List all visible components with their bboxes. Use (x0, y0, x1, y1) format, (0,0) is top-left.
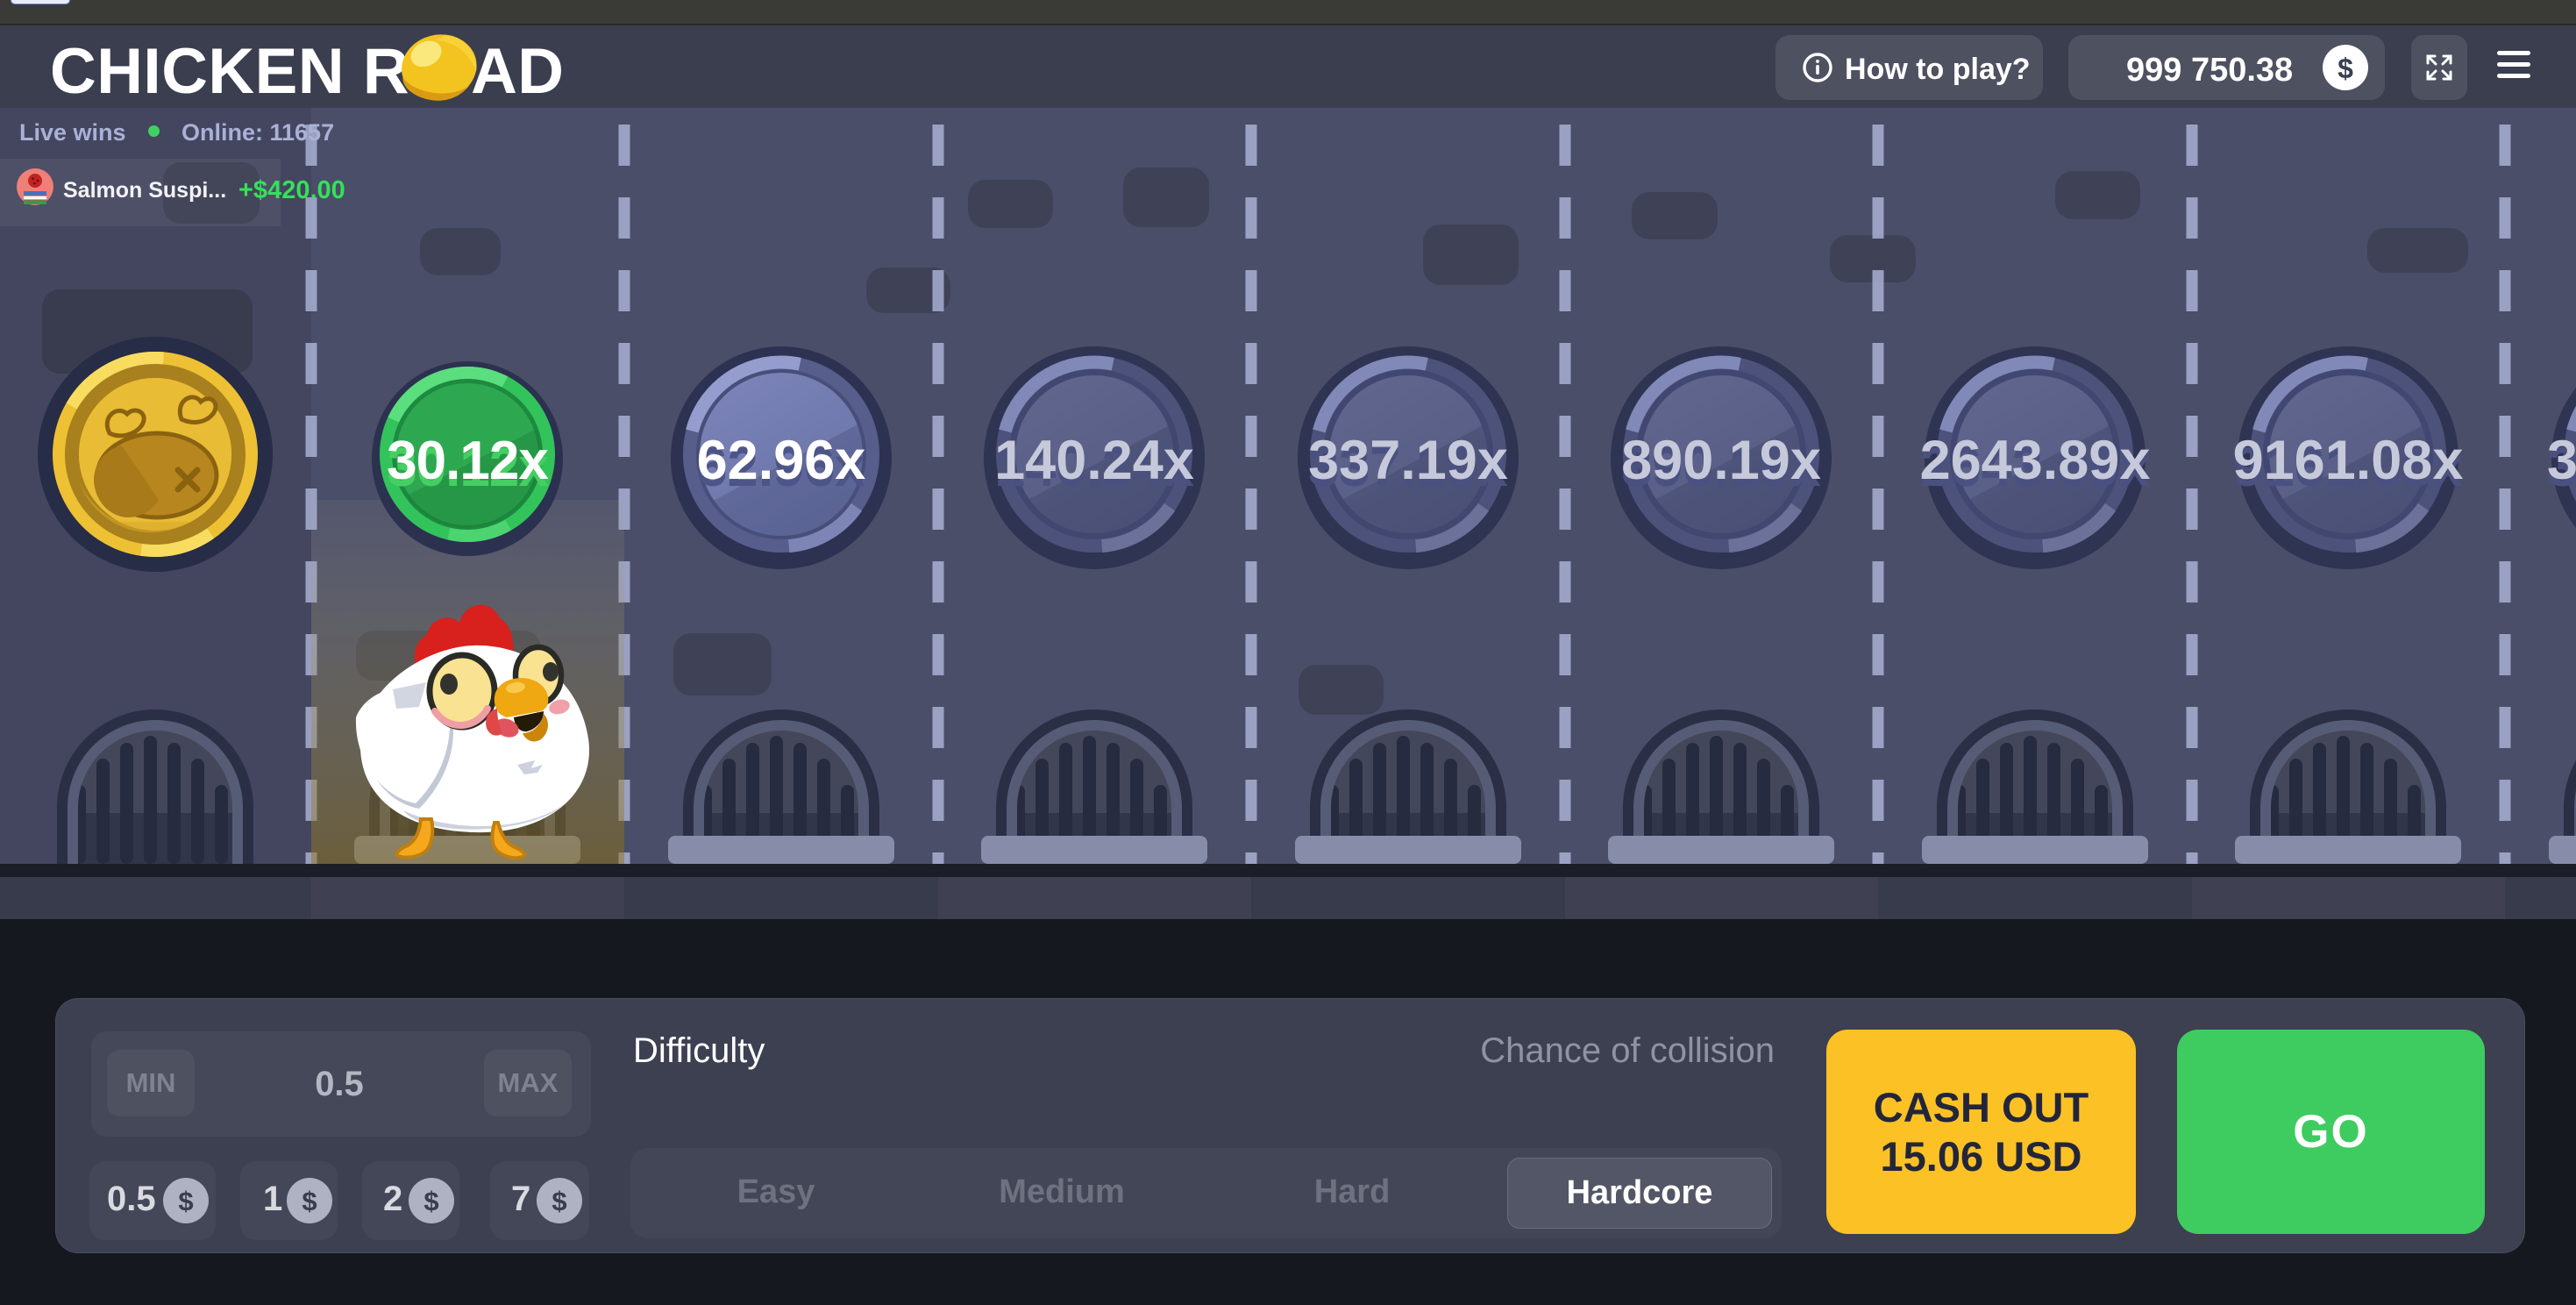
svg-text:337.19x: 337.19x (1308, 430, 1508, 491)
svg-text:2643.89x: 2643.89x (1920, 430, 2151, 491)
svg-text:30.12x: 30.12x (387, 431, 549, 491)
svg-text:62.96x: 62.96x (697, 430, 866, 491)
svg-text:9161.08x: 9161.08x (2233, 430, 2464, 491)
svg-text:140.24x: 140.24x (994, 430, 1194, 491)
svg-text:32510.46x: 32510.46x (2547, 430, 2576, 491)
svg-text:62.96x: 62.96x (697, 437, 866, 498)
svg-text:140.24x: 140.24x (994, 437, 1194, 498)
svg-text:30.12x: 30.12x (387, 438, 549, 498)
svg-text:9161.08x: 9161.08x (2233, 437, 2464, 498)
svg-text:337.19x: 337.19x (1308, 437, 1508, 498)
svg-text:2643.89x: 2643.89x (1920, 437, 2151, 498)
svg-text:32510.46x: 32510.46x (2547, 437, 2576, 498)
svg-text:890.19x: 890.19x (1621, 430, 1821, 491)
svg-text:890.19x: 890.19x (1621, 437, 1821, 498)
